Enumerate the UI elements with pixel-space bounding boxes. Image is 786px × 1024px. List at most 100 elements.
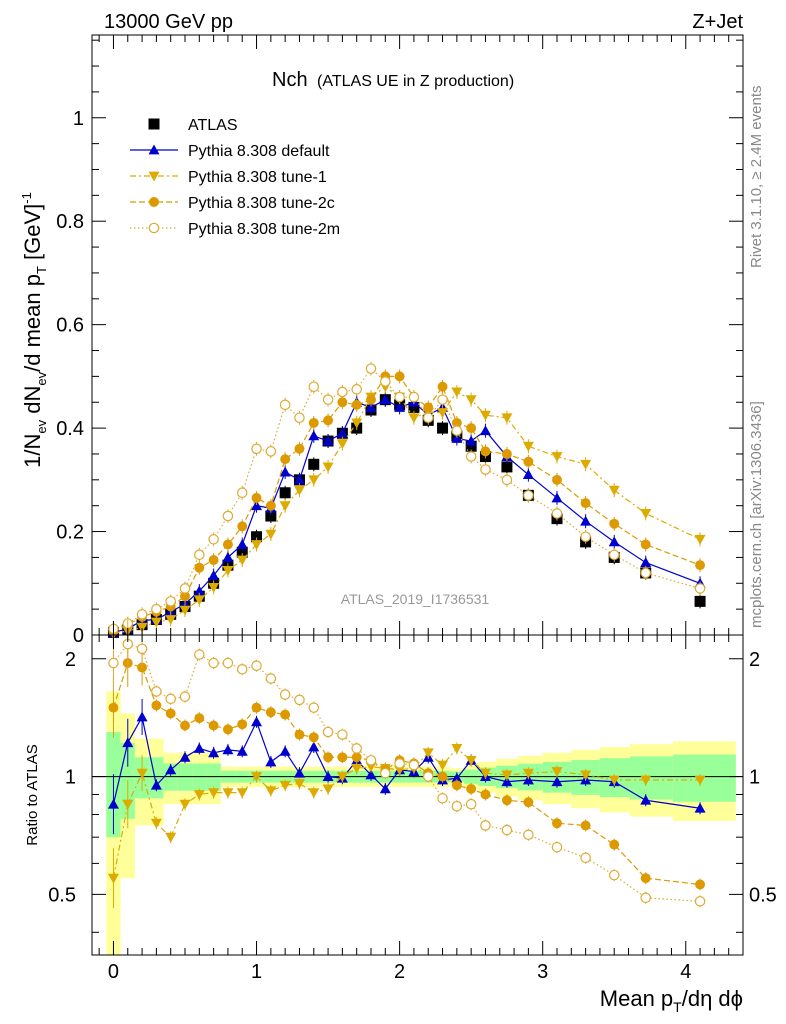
- ratio-point: [293, 767, 305, 778]
- ratio-series-0: [107, 698, 706, 835]
- ratio-point: [136, 711, 148, 722]
- ratio-point: [236, 663, 248, 675]
- data-point: [580, 498, 591, 509]
- ratio-band-stat: [629, 756, 673, 800]
- ratio-point: [451, 780, 462, 791]
- series-line: [113, 367, 701, 630]
- ratio-point: [294, 729, 305, 740]
- data-point: [580, 515, 592, 526]
- data-point: [394, 371, 405, 382]
- data-point: [222, 539, 233, 550]
- ratio-point: [522, 768, 534, 779]
- legend-entry: Pythia 8.308 tune-2c: [130, 195, 335, 212]
- data-point: [193, 585, 205, 596]
- ratio-point: [451, 800, 463, 812]
- data-point: [308, 430, 320, 441]
- ratio-point: [251, 772, 263, 783]
- legend-marker: [148, 222, 160, 234]
- ratio-point: [694, 802, 706, 813]
- data-point: [695, 560, 706, 571]
- data-point: [180, 591, 190, 602]
- ratio-point: [179, 751, 191, 762]
- ratio-point: [222, 744, 234, 755]
- ratio-point: [222, 657, 234, 669]
- ratio-y-tick-label: 0.5: [48, 884, 76, 906]
- ratio-point: [194, 713, 205, 724]
- data-point: [523, 456, 534, 467]
- ratio-point: [351, 752, 362, 763]
- legend-entry: Pythia 8.308 default: [130, 143, 330, 160]
- ratio-point: [193, 790, 205, 800]
- data-point: [523, 490, 534, 501]
- ratio-point: [552, 818, 562, 829]
- data-point: [136, 622, 148, 633]
- ratio-band-stat: [177, 763, 193, 791]
- data-point: [265, 529, 277, 540]
- axes-layer: 0 1 2 3 4 0 0.2 0.4 0.6 0.8 1 0.5 0.5 1 1 2 2: [48, 34, 777, 983]
- data-point: [222, 510, 234, 522]
- ratio-point: [551, 841, 563, 853]
- ratio-y-tick-label-right: 2: [749, 649, 760, 671]
- data-point: [293, 474, 305, 485]
- ratio-point: [365, 755, 377, 766]
- data-point: [451, 387, 463, 398]
- data-point: [251, 500, 263, 511]
- x-tick-label: 4: [680, 961, 691, 983]
- ratio-point: [322, 784, 334, 795]
- data-point: [208, 534, 219, 545]
- data-point: [193, 595, 205, 606]
- x-tick-label: 1: [251, 961, 262, 983]
- ratio-series-1: [107, 742, 706, 909]
- ratio-point: [222, 724, 233, 735]
- data-point: [222, 565, 234, 576]
- ratio-point: [479, 768, 491, 779]
- data-point: [522, 441, 534, 452]
- data-point: [365, 401, 377, 412]
- data-point: [322, 462, 334, 473]
- ratio-point: [208, 747, 220, 758]
- ratio-point: [451, 772, 463, 783]
- ratio-point: [480, 789, 491, 800]
- ratio-point: [165, 693, 176, 705]
- data-point: [336, 427, 348, 438]
- ratio-point: [236, 788, 248, 799]
- legend-label: Pythia 8.308 default: [188, 143, 330, 160]
- ratio-band-stat: [192, 763, 207, 791]
- data-point: [501, 413, 513, 424]
- ratio-point: [280, 709, 291, 720]
- ratio-band-stat: [206, 763, 221, 791]
- data-point: [379, 394, 391, 405]
- data-point: [580, 531, 591, 542]
- ratio-point: [351, 743, 362, 754]
- ratio-line: [112, 715, 701, 809]
- data-point: [501, 461, 513, 473]
- ratio-point: [608, 869, 620, 881]
- data-point: [466, 423, 477, 434]
- ratio-point: [208, 720, 219, 731]
- data-point: [465, 395, 477, 406]
- y-tick-label-top: 1: [73, 108, 84, 130]
- data-point: [194, 562, 205, 573]
- ratio-point: [294, 694, 305, 706]
- plot-title-sub: (ATLAS UE in Z production): [317, 73, 514, 90]
- data-point: [501, 474, 513, 486]
- ratio-point: [180, 720, 190, 731]
- ratio-point: [379, 783, 391, 794]
- ratio-point: [608, 775, 620, 786]
- data-point: [151, 603, 162, 615]
- plot-title-main: Nch: [272, 69, 308, 91]
- ratio-point: [640, 873, 651, 884]
- legend-label: Pythia 8.308 tune-2m: [188, 221, 340, 238]
- ratio-point: [640, 892, 651, 904]
- ratio-point: [694, 896, 706, 907]
- ratio-point: [108, 657, 119, 669]
- data-point: [437, 381, 448, 392]
- data-point: [308, 475, 320, 486]
- ratio-point: [279, 780, 291, 791]
- y-tick-label-top: 0.6: [56, 315, 84, 337]
- ratio-point: [640, 794, 652, 805]
- data-point: [222, 551, 234, 562]
- ratio-point: [422, 748, 434, 759]
- ratio-point: [122, 737, 134, 748]
